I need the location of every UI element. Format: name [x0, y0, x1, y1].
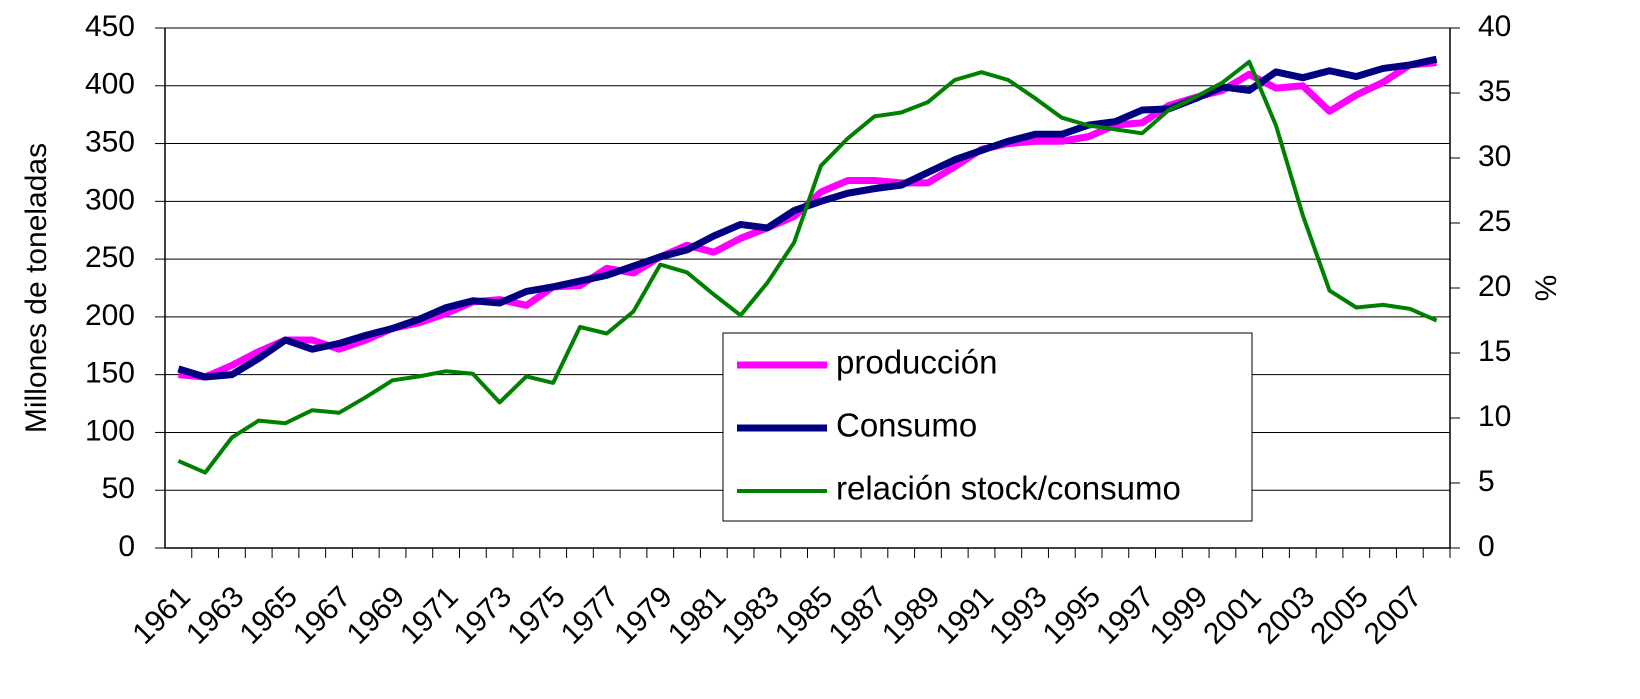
x-tick-label: 1963: [180, 580, 251, 651]
y-tick-label: 50: [102, 472, 135, 505]
x-tick-label: 1979: [608, 580, 679, 651]
y-tick-label: 300: [85, 183, 135, 216]
y-tick-label: 200: [85, 299, 135, 332]
y2-tick-label: 25: [1478, 205, 1511, 238]
y-tick-label: 150: [85, 357, 135, 390]
x-tick-label: 2005: [1304, 580, 1375, 651]
x-tick-label: 1999: [1144, 580, 1215, 651]
x-tick-label: 2007: [1358, 580, 1429, 651]
y2-tick-label: 35: [1478, 75, 1511, 108]
x-tick-label: 1993: [983, 580, 1054, 651]
y-tick-label: 400: [85, 68, 135, 101]
x-tick-label: 1987: [822, 580, 893, 651]
y2-tick-label: 40: [1478, 10, 1511, 43]
x-tick-label: 1961: [126, 580, 197, 651]
y-tick-label: 450: [85, 10, 135, 43]
y-tick-label: 350: [85, 125, 135, 158]
x-tick-label: 1967: [287, 580, 358, 651]
legend-label: producción: [836, 344, 997, 381]
legend: producción Consumo relación stock/consumo: [722, 332, 1253, 522]
legend-label: Consumo: [836, 407, 977, 444]
legend-label: relación stock/consumo: [836, 470, 1181, 507]
x-tick-label: 1973: [448, 580, 519, 651]
y2-tick-label: 10: [1478, 400, 1511, 433]
x-tick-label: 1975: [501, 580, 572, 651]
x-tick-label: 2001: [1197, 580, 1268, 651]
y-tick-label: 0: [118, 530, 135, 563]
y2-tick-label: 15: [1478, 335, 1511, 368]
y2-tick-label: 5: [1478, 465, 1495, 498]
x-tick-label: 1991: [930, 580, 1001, 651]
y-tick-label: 100: [85, 414, 135, 447]
x-tick-label: 2003: [1251, 580, 1322, 651]
series-line: [177, 55, 1438, 381]
y2-axis-title: %: [1530, 275, 1563, 302]
x-tick-label: 1971: [394, 580, 465, 651]
y2-tick-label: 30: [1478, 140, 1511, 173]
x-tick-label: 1981: [662, 580, 733, 651]
x-tick-label: 1965: [233, 580, 304, 651]
x-tick-label: 1997: [1090, 580, 1161, 651]
y2-tick-label: 20: [1478, 270, 1511, 303]
x-tick-label: 1969: [341, 580, 412, 651]
x-tick-label: 1995: [1037, 580, 1108, 651]
y2-tick-label: 0: [1478, 530, 1495, 563]
series-line: [178, 59, 1437, 381]
y-axis-title: Millones de toneladas: [20, 143, 53, 433]
x-tick-label: 1989: [876, 580, 947, 651]
y-tick-label: 250: [85, 241, 135, 274]
series-line: [177, 59, 1438, 475]
x-tick-label: 1983: [715, 580, 786, 651]
x-tick-label: 1977: [555, 580, 626, 651]
x-tick-label: 1985: [769, 580, 840, 651]
